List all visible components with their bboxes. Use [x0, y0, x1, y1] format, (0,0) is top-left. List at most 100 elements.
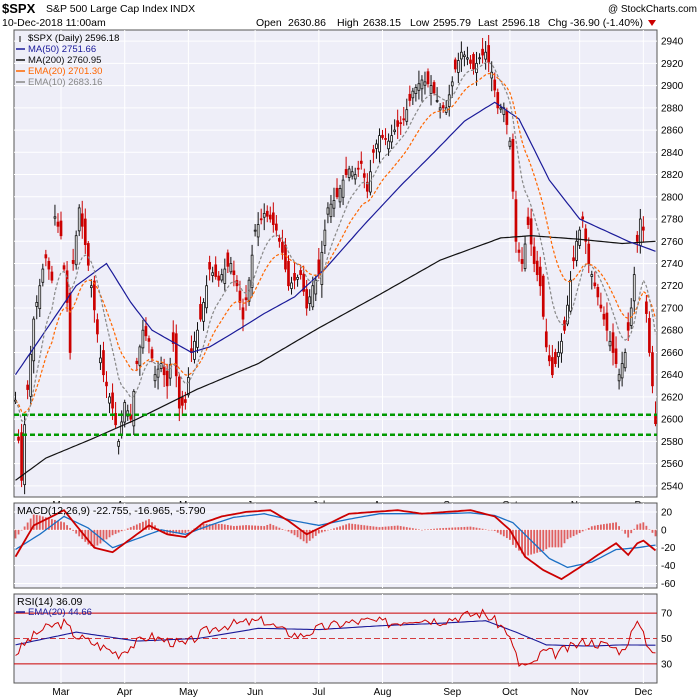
candle-body — [481, 48, 484, 56]
macd-histogram-bar — [32, 514, 35, 530]
macd-histogram-bar — [469, 526, 472, 530]
candle-body — [138, 346, 142, 366]
candle-body — [405, 109, 409, 122]
candle-body — [77, 207, 81, 232]
candle-body — [323, 229, 327, 246]
macd-histogram-bar — [466, 526, 469, 530]
candle-body — [541, 275, 545, 317]
candle-body — [526, 216, 530, 225]
candle-body — [35, 302, 39, 307]
macd-histogram-bar — [257, 525, 260, 530]
candle-body — [241, 307, 245, 320]
candle-body — [547, 355, 551, 362]
candle-body — [396, 120, 400, 127]
macd-histogram-bar — [414, 528, 417, 530]
macd-histogram-bar — [251, 525, 254, 530]
price-tick-label: 2700 — [661, 303, 684, 314]
macd-histogram-bar — [96, 529, 99, 546]
rsi-plot-area — [13, 593, 658, 684]
macd-histogram-bar — [402, 526, 405, 530]
macd-histogram-bar — [29, 518, 32, 530]
macd-histogram-bar — [551, 529, 554, 548]
candle-body — [505, 110, 509, 125]
candle-body — [326, 207, 330, 215]
candle-body — [211, 272, 215, 276]
candle-body — [453, 59, 457, 70]
candle-body — [353, 174, 357, 180]
candle-body — [187, 377, 190, 396]
rsi-tick-label: 70 — [661, 609, 673, 620]
candle-body — [165, 370, 169, 387]
candle-body — [293, 273, 296, 281]
candle-body — [226, 252, 230, 267]
macd-histogram-bar — [530, 529, 533, 555]
macd-histogram-bar — [363, 525, 366, 530]
candle-body — [259, 218, 263, 221]
price-tick-label: 2900 — [661, 81, 684, 92]
macd-histogram-bar — [493, 529, 496, 531]
macd-histogram-bar — [606, 523, 608, 530]
macd-histogram-bar — [411, 528, 414, 530]
macd-title: MACD(12,26,9) -22.755, -16.965, -5.790 — [17, 505, 206, 517]
candle-body — [111, 392, 114, 409]
candle-body — [490, 71, 494, 79]
macd-histogram-bar — [299, 529, 302, 540]
candle-body — [535, 260, 539, 276]
price-panel: 2540 2560 2580 2600 2620 2640 2660 2680 2700 2720… — [13, 29, 684, 511]
candle-body — [635, 234, 639, 242]
macd-histogram-bar — [421, 529, 423, 531]
rsi-month-label: Jul — [312, 687, 325, 698]
macd-histogram-bar — [323, 529, 326, 532]
price-tick-label: 2940 — [661, 37, 684, 48]
candle-body — [487, 45, 491, 63]
macd-histogram-bar — [566, 529, 569, 540]
candle-body — [581, 216, 585, 220]
candle-body — [378, 135, 381, 153]
candle-body — [162, 366, 166, 376]
macd-histogram-bar — [475, 527, 478, 530]
macd-histogram-bar — [248, 525, 250, 530]
price-tick-label: 2540 — [661, 481, 684, 492]
ma50-line — [15, 101, 656, 376]
candle-body — [223, 268, 227, 284]
macd-histogram-bar — [512, 529, 514, 545]
company-name: S&P 500 Large Cap Index — [46, 3, 169, 15]
macd-histogram-bar — [81, 529, 84, 540]
rsi-month-label: Oct — [502, 687, 518, 698]
candle-body — [214, 264, 218, 277]
candle-body — [484, 51, 487, 60]
candle-body — [174, 333, 178, 377]
macd-histogram-bar — [609, 523, 611, 530]
candle-body — [390, 135, 393, 143]
macd-histogram-bar — [387, 526, 390, 530]
candle-body — [602, 313, 606, 320]
candle-body — [23, 424, 26, 486]
macd-histogram-bar — [584, 529, 587, 531]
price-tick-label: 2780 — [661, 215, 684, 226]
price-legend-label: $SPX (Daily) 2596.18 — [28, 33, 119, 44]
candle-body — [305, 289, 309, 309]
candle-body — [438, 107, 442, 111]
price-tick-label: 2760 — [661, 237, 684, 248]
candle-body — [626, 322, 630, 331]
candle-body — [32, 318, 36, 362]
macd-histogram-bar — [23, 526, 26, 530]
candle-body — [423, 81, 427, 86]
macd-histogram-bar — [123, 529, 126, 531]
low-value: 2595.79 — [433, 17, 471, 29]
candle-body — [41, 268, 45, 283]
macd-histogram-bar — [339, 526, 341, 530]
candle-body — [59, 220, 63, 237]
macd-histogram-bar — [424, 529, 426, 531]
candle-body — [320, 251, 324, 285]
candle-body — [496, 92, 500, 109]
candle-body — [420, 79, 424, 90]
candle-body — [569, 279, 572, 312]
macd-histogram-bar — [20, 529, 23, 531]
candle-body — [83, 218, 87, 245]
candle-body — [44, 254, 48, 259]
macd-histogram-bar — [293, 529, 296, 536]
candle-body — [514, 199, 518, 242]
macd-histogram-bar — [345, 524, 348, 530]
candle-body — [435, 100, 439, 102]
